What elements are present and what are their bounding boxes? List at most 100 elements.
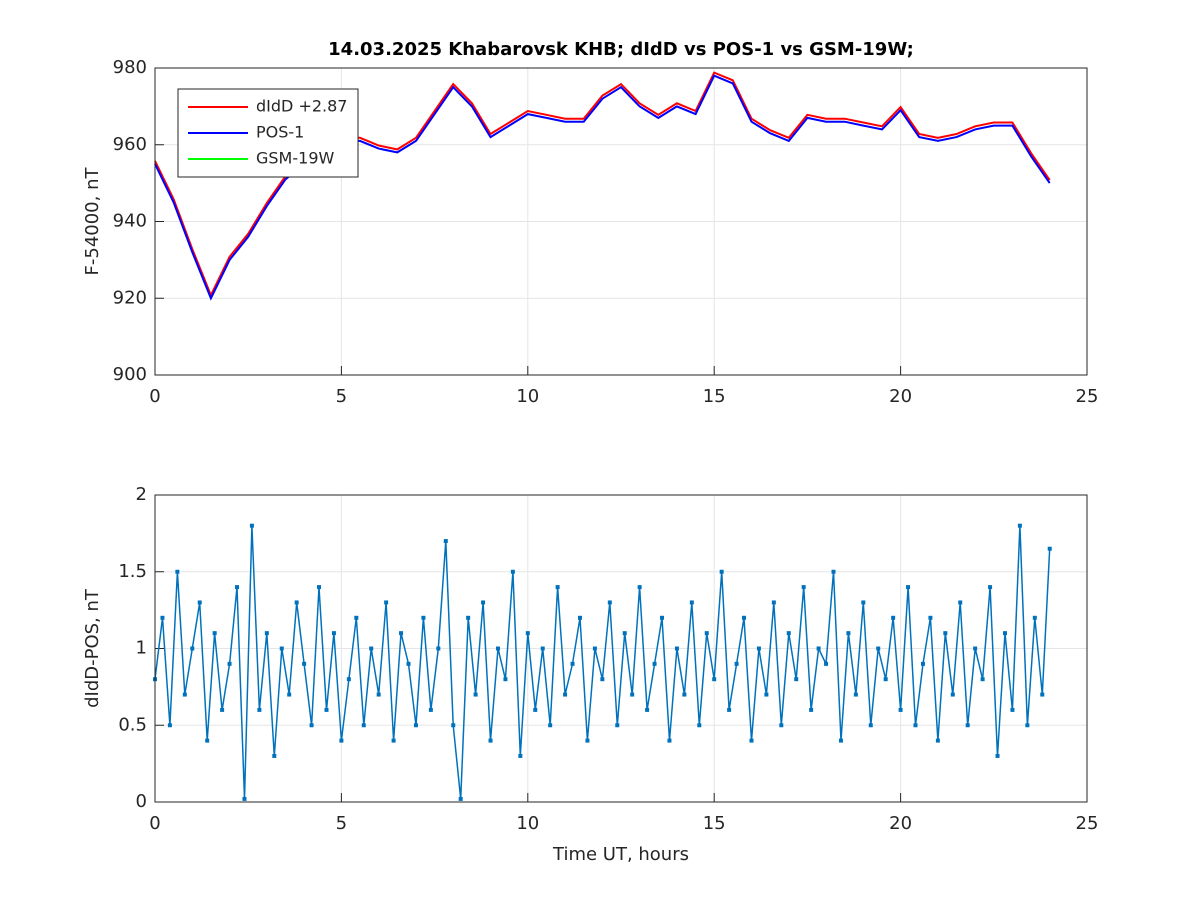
point-marker [220, 707, 225, 712]
point-marker [801, 585, 806, 590]
point-marker [317, 585, 322, 590]
point-marker [443, 539, 448, 544]
point-marker [466, 615, 471, 620]
point-marker [988, 585, 993, 590]
legend-label: GSM-19W [256, 149, 334, 168]
point-marker [607, 600, 612, 605]
point-marker [809, 707, 814, 712]
y-tick-label: 920 [113, 287, 147, 308]
point-marker [824, 661, 829, 666]
point-marker [324, 707, 329, 712]
point-marker [346, 677, 351, 682]
point-marker [592, 646, 597, 651]
point-marker [756, 646, 761, 651]
point-marker [637, 585, 642, 590]
point-marker [182, 692, 187, 697]
point-marker [928, 615, 933, 620]
point-marker [264, 631, 269, 636]
point-marker [518, 753, 523, 758]
point-marker [294, 600, 299, 605]
x-tick-label: 15 [703, 813, 726, 834]
x-tick-label: 25 [1076, 813, 1099, 834]
point-marker [958, 600, 963, 605]
point-marker [660, 615, 665, 620]
point-marker [242, 796, 247, 801]
point-marker [600, 677, 605, 682]
point-marker [913, 723, 918, 728]
point-marker [495, 646, 500, 651]
point-marker [645, 707, 650, 712]
point-marker [749, 738, 754, 743]
point-marker [1002, 631, 1007, 636]
point-marker [1047, 546, 1052, 551]
point-marker [883, 677, 888, 682]
legend-label: dIdD +2.87 [256, 97, 347, 116]
point-marker [399, 631, 404, 636]
point-marker [525, 631, 530, 636]
y-axis-label: dIdD-POS, nT [82, 588, 103, 708]
x-tick-label: 15 [703, 386, 726, 407]
point-marker [1025, 723, 1030, 728]
point-marker [779, 723, 784, 728]
point-marker [428, 707, 433, 712]
point-marker [943, 631, 948, 636]
point-marker [197, 600, 202, 605]
point-marker [1017, 523, 1022, 528]
point-marker [950, 692, 955, 697]
point-marker [570, 661, 575, 666]
point-marker [973, 646, 978, 651]
y-tick-label: 1.5 [118, 561, 147, 582]
x-tick-label: 20 [889, 386, 912, 407]
point-marker [764, 692, 769, 697]
point-marker [622, 631, 627, 636]
point-marker [697, 723, 702, 728]
point-marker [249, 523, 254, 528]
point-marker [816, 646, 821, 651]
point-marker [510, 569, 515, 574]
point-marker [488, 738, 493, 743]
point-marker [965, 723, 970, 728]
point-marker [1010, 707, 1015, 712]
legend-label: POS-1 [256, 123, 304, 142]
axes-box [154, 67, 1088, 376]
point-marker [339, 738, 344, 743]
point-marker [831, 569, 836, 574]
point-marker [674, 646, 679, 651]
point-marker [212, 631, 217, 636]
point-marker [369, 646, 374, 651]
point-marker [406, 661, 411, 666]
point-marker [376, 692, 381, 697]
point-marker [227, 661, 232, 666]
y-tick-label: 0.5 [118, 714, 147, 735]
point-marker [540, 646, 545, 651]
point-marker [771, 600, 776, 605]
point-marker [935, 738, 940, 743]
y-tick-label: 1 [136, 638, 147, 659]
point-marker [727, 707, 732, 712]
point-marker [689, 600, 694, 605]
point-marker [205, 738, 210, 743]
point-marker [615, 723, 620, 728]
x-tick-label: 5 [336, 813, 347, 834]
point-marker [742, 615, 747, 620]
point-marker [682, 692, 687, 697]
x-tick-label: 5 [336, 386, 347, 407]
point-marker [287, 692, 292, 697]
point-marker [652, 661, 657, 666]
point-marker [309, 723, 314, 728]
point-marker [473, 692, 478, 697]
point-marker [898, 707, 903, 712]
y-tick-label: 960 [113, 134, 147, 155]
point-marker [712, 677, 717, 682]
point-marker [167, 723, 172, 728]
point-marker [891, 615, 896, 620]
point-marker [734, 661, 739, 666]
point-marker [980, 677, 985, 682]
point-marker [704, 631, 709, 636]
point-marker [920, 661, 925, 666]
point-marker [548, 723, 553, 728]
point-marker [786, 631, 791, 636]
point-marker [257, 707, 262, 712]
x-tick-label: 0 [149, 386, 160, 407]
point-marker [868, 723, 873, 728]
